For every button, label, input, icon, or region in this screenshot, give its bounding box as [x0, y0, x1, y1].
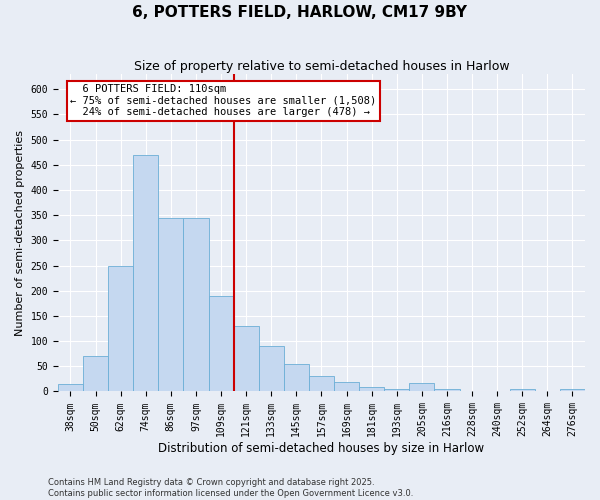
Bar: [384, 389, 409, 392]
Bar: [58, 384, 83, 392]
Bar: [233, 326, 259, 392]
Text: 6 POTTERS FIELD: 110sqm
← 75% of semi-detached houses are smaller (1,508)
  24% : 6 POTTERS FIELD: 110sqm ← 75% of semi-de…: [70, 84, 377, 117]
Bar: [209, 296, 233, 392]
Bar: [133, 155, 158, 392]
Bar: [434, 389, 460, 392]
Bar: [309, 376, 334, 392]
Bar: [259, 346, 284, 392]
Y-axis label: Number of semi-detached properties: Number of semi-detached properties: [15, 130, 25, 336]
Bar: [108, 266, 133, 392]
Bar: [184, 218, 209, 392]
Title: Size of property relative to semi-detached houses in Harlow: Size of property relative to semi-detach…: [134, 60, 509, 73]
Bar: [560, 389, 585, 392]
Bar: [359, 388, 384, 392]
Bar: [158, 218, 184, 392]
Bar: [510, 389, 535, 392]
Text: Contains HM Land Registry data © Crown copyright and database right 2025.
Contai: Contains HM Land Registry data © Crown c…: [48, 478, 413, 498]
Text: 6, POTTERS FIELD, HARLOW, CM17 9BY: 6, POTTERS FIELD, HARLOW, CM17 9BY: [133, 5, 467, 20]
Bar: [334, 382, 359, 392]
Bar: [409, 384, 434, 392]
Bar: [284, 364, 309, 392]
X-axis label: Distribution of semi-detached houses by size in Harlow: Distribution of semi-detached houses by …: [158, 442, 485, 455]
Bar: [83, 356, 108, 392]
